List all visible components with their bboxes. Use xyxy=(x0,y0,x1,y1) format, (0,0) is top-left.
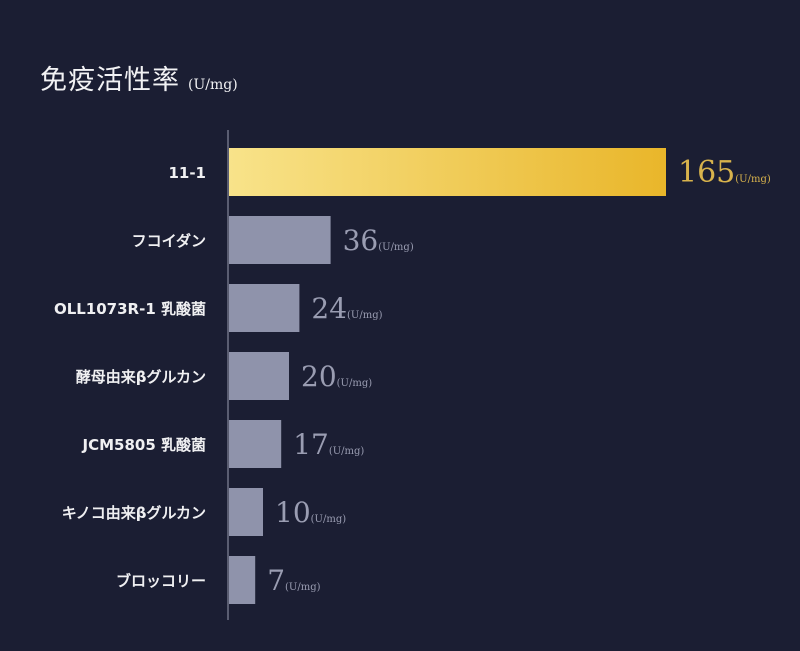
value-label: 36(U/mg) xyxy=(343,224,414,257)
value-unit: (U/mg) xyxy=(311,514,347,525)
category-label: 11-1 xyxy=(168,164,206,182)
bar xyxy=(229,488,263,536)
value-unit: (U/mg) xyxy=(329,446,365,457)
bar xyxy=(229,284,300,332)
value-unit: (U/mg) xyxy=(285,582,321,593)
value-label: 165(U/mg) xyxy=(678,155,771,190)
value-unit: (U/mg) xyxy=(337,378,373,389)
value-number: 20 xyxy=(301,360,337,393)
bar xyxy=(229,216,331,264)
bar-highlight xyxy=(229,148,666,196)
value-label: 24(U/mg) xyxy=(311,292,382,325)
chart-title: 免疫活性率 (U/mg) xyxy=(40,58,238,97)
value-number: 36 xyxy=(343,224,379,257)
category-label: フコイダン xyxy=(132,232,206,250)
bar xyxy=(229,556,256,604)
value-label: 17(U/mg) xyxy=(293,428,364,461)
chart-title-unit: (U/mg) xyxy=(188,77,238,93)
category-label: 酵母由来βグルカン xyxy=(76,368,206,386)
category-label: JCM5805 乳酸菌 xyxy=(82,436,207,454)
value-label: 10(U/mg) xyxy=(275,496,346,529)
value-number: 17 xyxy=(293,428,329,461)
value-number: 7 xyxy=(267,564,285,597)
value-unit: (U/mg) xyxy=(347,310,383,321)
bar xyxy=(229,420,282,468)
value-label: 20(U/mg) xyxy=(301,360,372,393)
category-label: ブロッコリー xyxy=(116,572,206,590)
value-label: 7(U/mg) xyxy=(267,564,320,597)
category-label: キノコ由来βグルカン xyxy=(62,504,206,522)
bar xyxy=(229,352,289,400)
value-number: 165 xyxy=(678,155,735,190)
category-label: OLL1073R-1 乳酸菌 xyxy=(54,300,206,318)
chart-title-text: 免疫活性率 xyxy=(40,65,180,96)
value-number: 24 xyxy=(311,292,347,325)
value-unit: (U/mg) xyxy=(378,242,414,253)
value-unit: (U/mg) xyxy=(735,174,771,185)
value-number: 10 xyxy=(275,496,311,529)
